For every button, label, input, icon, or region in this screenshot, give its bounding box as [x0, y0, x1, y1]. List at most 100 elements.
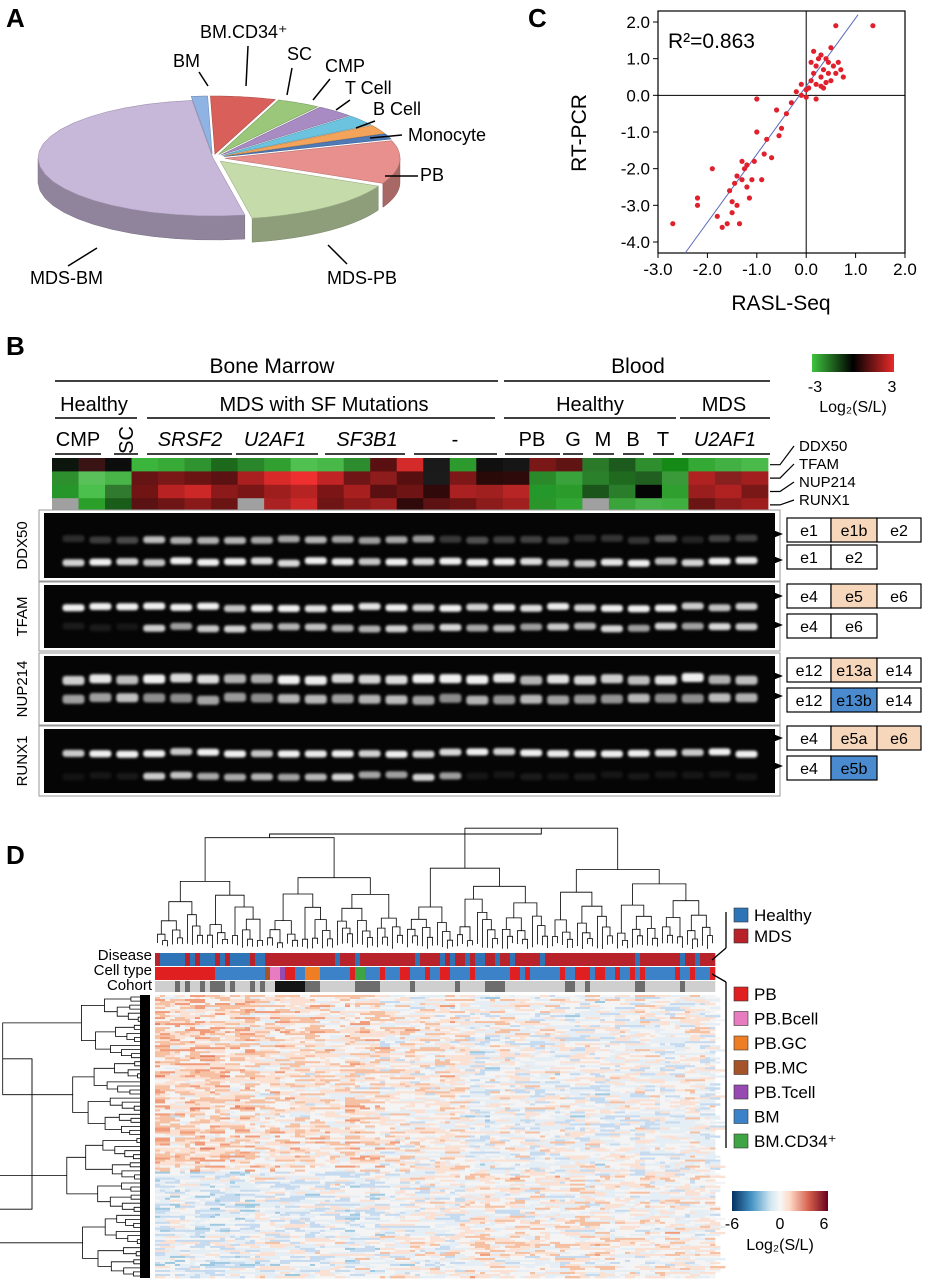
gel-band	[628, 560, 650, 567]
gel-band	[386, 536, 408, 543]
gel-band	[709, 693, 731, 702]
gel-band	[493, 771, 515, 778]
ann-celltype	[460, 967, 465, 980]
gel-band	[655, 535, 677, 542]
dendro-branch	[116, 1232, 142, 1239]
gel-ddx50	[44, 513, 775, 578]
ann-cohort	[450, 981, 455, 992]
ann-celltype	[175, 967, 180, 980]
pie-label-3: CMP	[325, 56, 365, 76]
exon-label: e5b	[841, 761, 868, 778]
ann-celltype	[530, 967, 535, 980]
dendro-branch	[98, 1251, 124, 1267]
x-tick-label: -2.0	[693, 260, 722, 279]
gel-band	[89, 537, 111, 544]
dendro-branch	[465, 899, 482, 927]
ann-cohort	[365, 981, 370, 992]
ann-cohort	[585, 981, 590, 992]
dendro-branch	[576, 870, 659, 893]
ann-celltype	[475, 967, 480, 980]
ann-cohort	[215, 981, 220, 992]
ann-disease	[655, 953, 660, 966]
ann-celltype	[630, 967, 635, 980]
dendro-branch	[110, 1197, 131, 1206]
ann-celltype	[165, 967, 170, 980]
dendro-branch	[88, 1102, 110, 1124]
ann-celltype	[540, 967, 545, 980]
scatter-point	[737, 221, 742, 226]
scatter-point	[730, 199, 735, 204]
pie-leader	[287, 68, 292, 95]
ann-disease	[300, 953, 305, 966]
ann-celltype	[340, 967, 345, 980]
scatter-point	[826, 71, 831, 76]
expression-heatmap	[155, 995, 725, 1278]
gel-band	[170, 604, 192, 611]
scatter-point	[799, 93, 804, 98]
ann-celltype	[515, 967, 520, 980]
gel-band	[170, 623, 192, 630]
dendro-branch	[178, 938, 183, 944]
gel-band	[709, 675, 731, 684]
x-tick-label: 0.0	[794, 260, 818, 279]
ann-disease	[400, 953, 405, 966]
dendro-branch	[523, 939, 528, 949]
gel-band	[305, 676, 327, 685]
gel-band	[143, 693, 165, 702]
ann-cohort	[220, 981, 225, 992]
gel-band	[386, 695, 408, 704]
ann-cohort	[700, 981, 705, 992]
gel-band	[601, 605, 623, 612]
gel-band	[439, 674, 461, 683]
dendro-branch	[603, 927, 611, 949]
exon-label: e1	[800, 523, 818, 540]
row-dendrogram	[0, 995, 150, 1278]
ann-disease	[315, 953, 320, 966]
gel-band	[116, 773, 138, 780]
gel-band	[682, 772, 704, 779]
dendro-branch	[121, 1126, 142, 1132]
gene-label-3: RUNX1	[799, 492, 850, 509]
gel-nup214	[44, 656, 775, 722]
dendro-branch	[583, 933, 591, 949]
ann-disease	[425, 953, 430, 966]
ann-celltype	[160, 967, 165, 980]
ann-celltype	[590, 967, 595, 980]
gel-band	[224, 605, 246, 612]
heat-cell	[211, 471, 238, 485]
column-dendrogram	[158, 828, 713, 949]
gel-band	[682, 623, 704, 630]
gel-band	[413, 604, 435, 611]
heat-cell	[211, 458, 238, 472]
dendro-branch	[134, 1223, 141, 1227]
heat-cell	[317, 485, 344, 499]
x-tick-label: -3.0	[643, 260, 672, 279]
ann-cohort	[625, 981, 630, 992]
ann-cohort	[275, 981, 280, 992]
dendro-branch	[111, 1262, 134, 1271]
dendro-branch	[691, 915, 706, 931]
gel-band	[386, 559, 408, 566]
dendro-branch	[163, 941, 168, 947]
ann-cohort	[355, 981, 360, 992]
ann-celltype	[625, 967, 630, 980]
heat-cell	[715, 458, 742, 472]
heat-cell	[741, 471, 768, 485]
gel-band	[466, 748, 488, 755]
sample-group-5: -	[452, 429, 459, 451]
sample-group-9: B	[626, 429, 639, 451]
dendro-branch	[210, 925, 221, 936]
ann-disease	[535, 953, 540, 966]
scatter-point	[752, 159, 757, 164]
gel-band	[628, 750, 650, 757]
dendro-branch	[378, 928, 386, 947]
heat-cell	[450, 458, 477, 472]
heat-cell	[582, 471, 609, 485]
ann-cohort	[660, 981, 665, 992]
scatter-point	[821, 67, 826, 72]
ann-disease	[370, 953, 375, 966]
dendro-branch	[448, 940, 453, 948]
dendro-branch	[323, 931, 331, 949]
ann-celltype	[695, 967, 700, 980]
gel-band	[386, 675, 408, 684]
